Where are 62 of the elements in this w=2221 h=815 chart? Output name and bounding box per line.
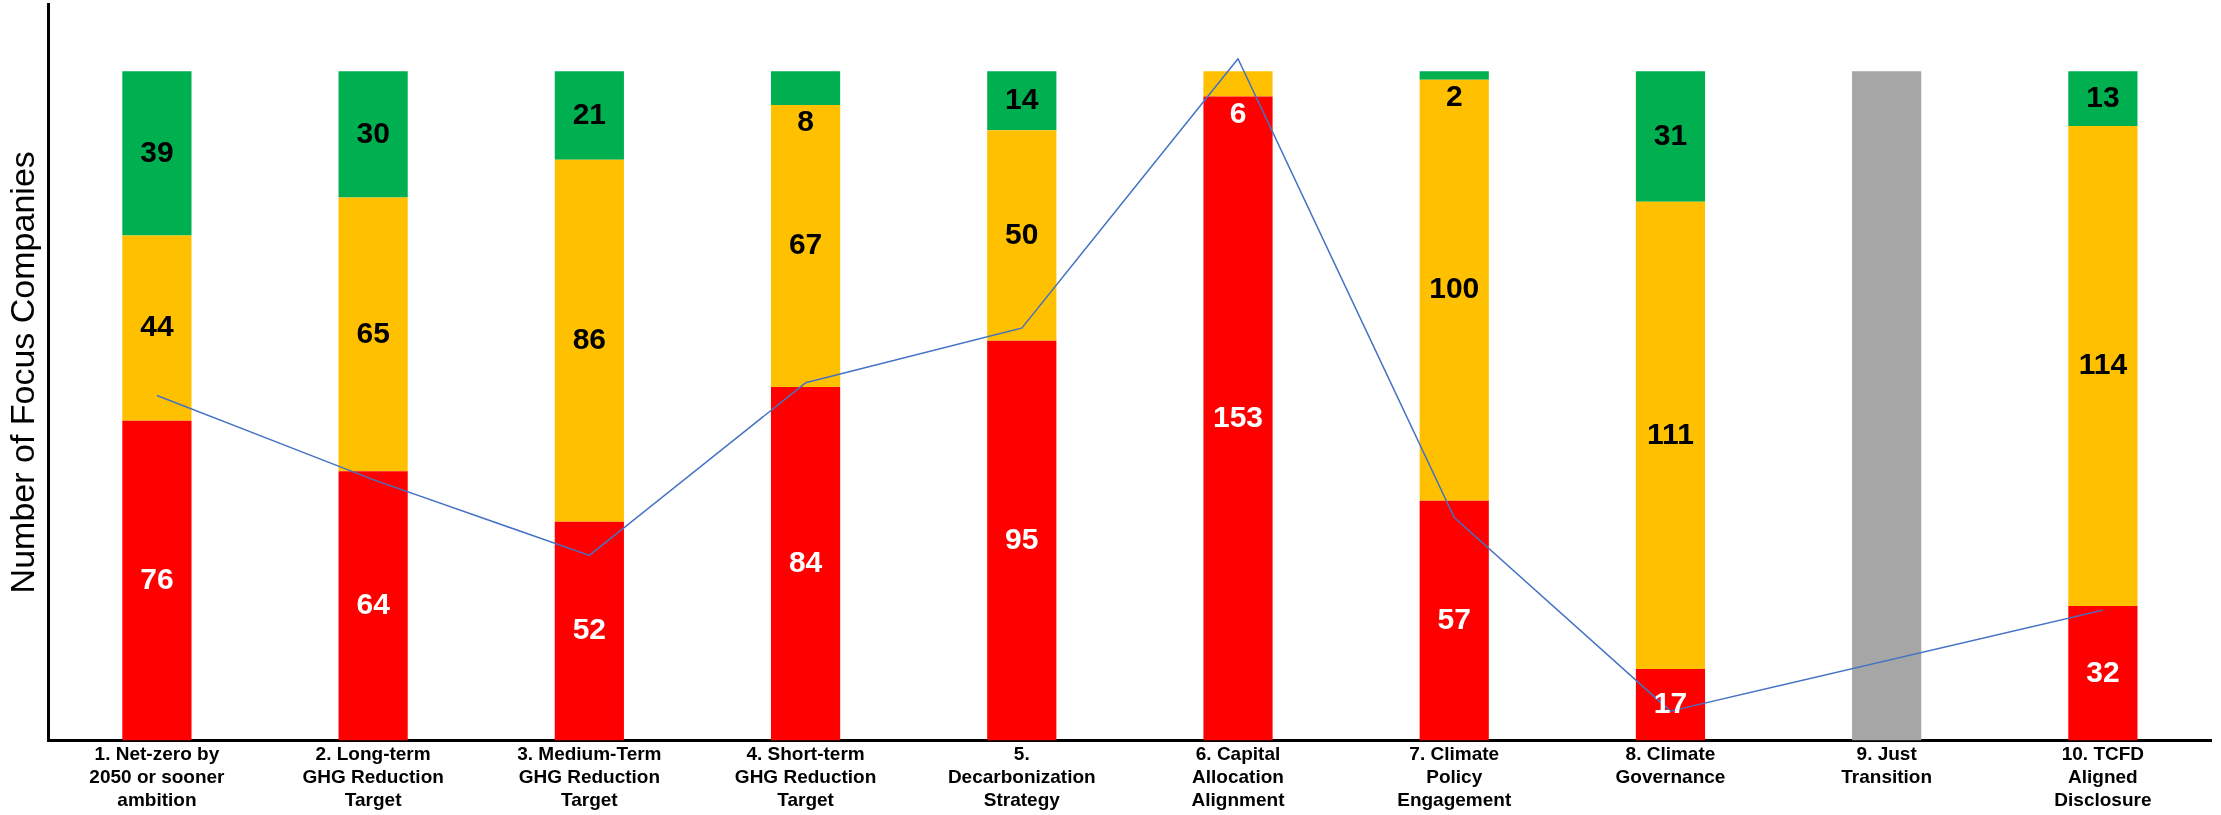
data-label: 57 xyxy=(1437,601,1471,635)
data-label: 6 xyxy=(1229,95,1247,129)
bar xyxy=(338,471,408,741)
x-tick-label: 3. Medium-Term GHG Reduction Target xyxy=(517,743,662,810)
x-tick-label: 4. Short-term GHG Reduction Target xyxy=(734,743,877,810)
bar xyxy=(122,71,192,236)
bar xyxy=(554,71,624,160)
data-label: 2 xyxy=(1445,79,1463,113)
data-label: 44 xyxy=(140,309,174,343)
data-label: 111 xyxy=(1647,416,1694,450)
bar xyxy=(554,521,624,741)
data-label: 86 xyxy=(572,322,607,355)
bar xyxy=(1419,500,1489,741)
data-label: 31 xyxy=(1653,117,1688,151)
bar xyxy=(1635,71,1706,202)
bar xyxy=(1203,96,1273,741)
data-label: 114 xyxy=(2078,347,2128,381)
data-label: 39 xyxy=(140,134,174,168)
data-label: 21 xyxy=(572,96,607,130)
bar xyxy=(2068,126,2138,606)
data-label: 30 xyxy=(356,115,390,149)
data-label: 100 xyxy=(1429,271,1480,305)
bar xyxy=(770,387,841,741)
bar xyxy=(554,159,624,522)
bar xyxy=(2068,71,2138,127)
data-label: 76 xyxy=(140,561,174,595)
data-label: 153 xyxy=(1212,399,1264,433)
bar xyxy=(1635,201,1706,670)
bar xyxy=(1419,79,1489,501)
data-label: 50 xyxy=(1005,216,1039,250)
bar xyxy=(770,71,841,106)
data-label: 64 xyxy=(356,587,391,621)
x-tick-label: 9. Just Transition xyxy=(1841,743,1933,788)
data-label: 65 xyxy=(356,315,390,349)
x-tick-label: 10. TCFD Aligned Disclosure xyxy=(2054,743,2152,810)
bar xyxy=(1203,71,1273,97)
bar xyxy=(1852,71,1922,741)
x-tick-label: 1. Net-zero by 2050 or sooner ambition xyxy=(89,743,226,810)
x-tick-label: 8. Climate Governance xyxy=(1615,743,1726,788)
y-axis-title: Number of Focus Companies xyxy=(2,151,41,594)
bar xyxy=(987,130,1057,341)
bar xyxy=(338,197,408,472)
bar xyxy=(1419,71,1489,80)
data-label: 95 xyxy=(1005,521,1039,555)
bar xyxy=(987,71,1057,131)
bar xyxy=(770,105,841,388)
bar xyxy=(2068,605,2138,741)
data-label: 67 xyxy=(788,227,823,261)
data-label: 52 xyxy=(572,612,607,646)
data-label: 32 xyxy=(2086,654,2120,688)
x-tick-label: 2. Long-term GHG Reduction Target xyxy=(302,743,444,810)
data-label: 84 xyxy=(788,545,823,579)
data-label: 8 xyxy=(797,104,814,138)
bar xyxy=(122,420,192,741)
data-label: 13 xyxy=(2086,79,2120,113)
bar xyxy=(122,235,192,421)
x-tick-label: 5. Decarbonization Strategy xyxy=(947,743,1096,810)
data-label: 14 xyxy=(1005,82,1039,116)
bar xyxy=(987,340,1057,741)
bar xyxy=(338,71,408,198)
x-tick-label: 7. Climate Policy Engagement xyxy=(1397,743,1512,810)
x-tick-label: 6. Capital Allocation Alignment xyxy=(1191,743,1286,810)
